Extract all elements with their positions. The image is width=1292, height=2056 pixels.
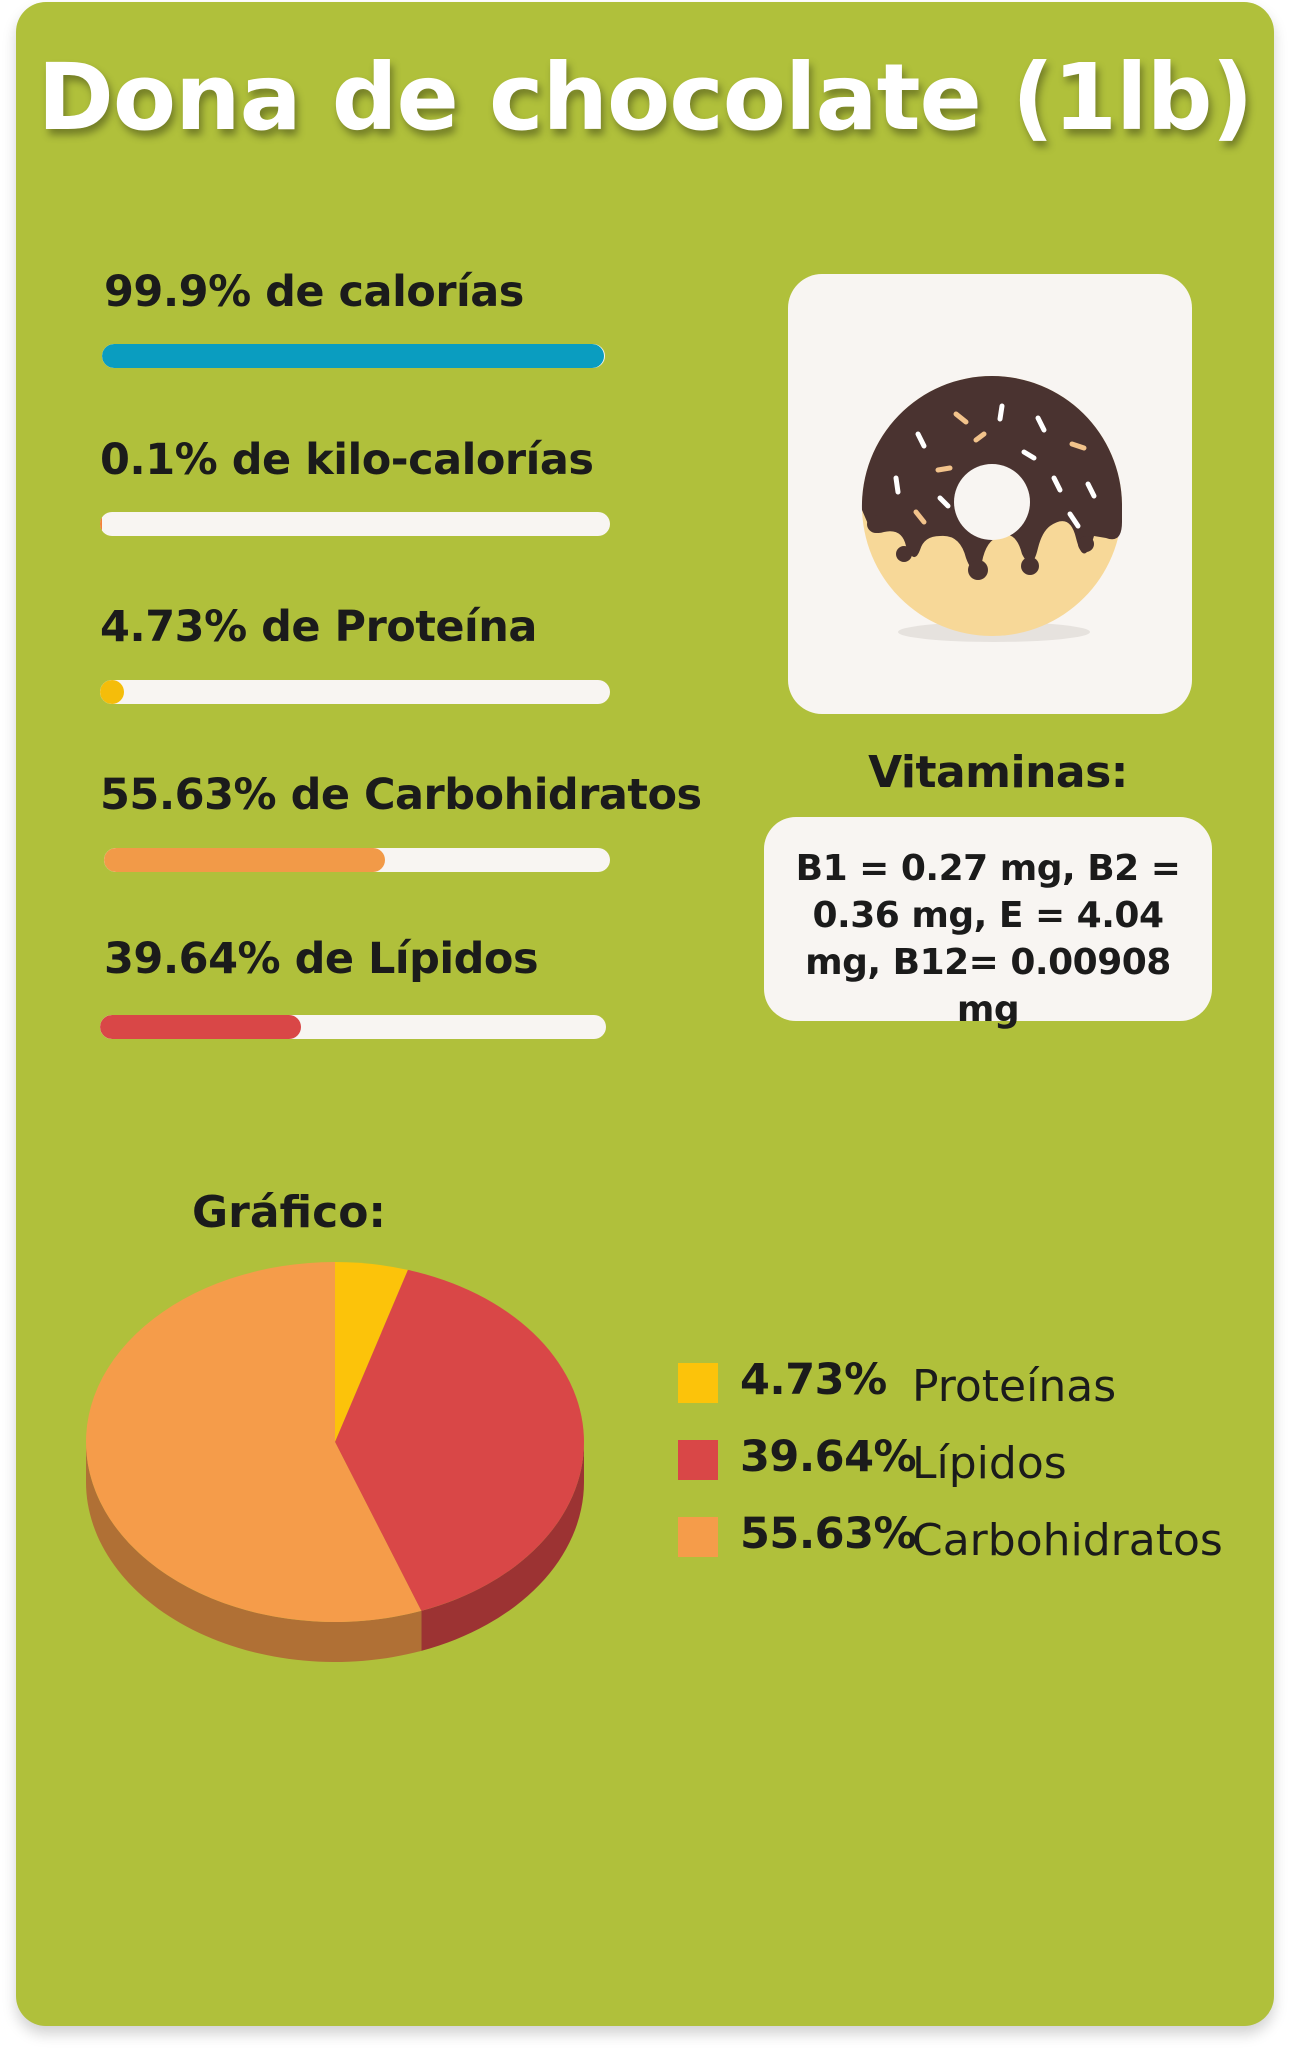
progress-fill bbox=[102, 344, 605, 368]
donut-image-card bbox=[788, 274, 1192, 714]
pie-slice-1 bbox=[335, 1269, 584, 1611]
legend-swatch bbox=[678, 1363, 718, 1403]
progress-fill bbox=[100, 1015, 301, 1039]
progress-bar-lipids bbox=[100, 1015, 606, 1039]
chocolate-donut-icon bbox=[861, 376, 1122, 642]
vitamins-heading: Vitaminas: bbox=[868, 747, 1128, 798]
progress-bar-carbohydrates bbox=[104, 848, 610, 872]
stat-label-calories: 99.9% de calorías bbox=[104, 267, 524, 317]
pie-side-1 bbox=[421, 1442, 584, 1651]
legend-label: Proteínas bbox=[912, 1361, 1117, 1412]
pie-chart bbox=[86, 1262, 584, 1662]
legend-swatch bbox=[678, 1517, 718, 1557]
legend-swatch bbox=[678, 1440, 718, 1480]
progress-fill bbox=[104, 848, 386, 872]
progress-fill bbox=[100, 512, 103, 536]
page-title: Dona de chocolate (1lb) bbox=[37, 44, 1254, 151]
legend-label: Carbohidratos bbox=[912, 1515, 1223, 1566]
pie-slice-2 bbox=[86, 1262, 422, 1622]
legend-value: 55.63% bbox=[740, 1509, 917, 1559]
progress-bar-protein bbox=[100, 680, 610, 704]
stat-label-carbohydrates: 55.63% de Carbohidratos bbox=[100, 770, 702, 820]
nutrition-card: Dona de chocolate (1lb) 99.9% de caloría… bbox=[16, 2, 1274, 2026]
progress-bar-calories bbox=[102, 344, 605, 368]
progress-bar-kilocalories bbox=[100, 512, 610, 536]
vitamins-card: B1 = 0.27 mg, B2 = 0.36 mg, E = 4.04 mg,… bbox=[764, 817, 1212, 1030]
progress-fill bbox=[100, 680, 125, 704]
chart-title: Gráfico: bbox=[192, 1187, 387, 1238]
legend-label: Lípidos bbox=[912, 1438, 1067, 1489]
pie-slice-0 bbox=[335, 1262, 408, 1442]
stat-label-protein: 4.73% de Proteína bbox=[100, 602, 537, 652]
vitamins-text: B1 = 0.27 mg, B2 = 0.36 mg, E = 4.04 mg,… bbox=[795, 848, 1181, 1030]
legend-value: 4.73% bbox=[740, 1355, 887, 1405]
stat-label-lipids: 39.64% de Lípidos bbox=[104, 934, 539, 984]
pie-side-2 bbox=[86, 1442, 422, 1662]
legend-value: 39.64% bbox=[740, 1432, 917, 1482]
stat-label-kilocalories: 0.1% de kilo-calorías bbox=[100, 435, 594, 485]
